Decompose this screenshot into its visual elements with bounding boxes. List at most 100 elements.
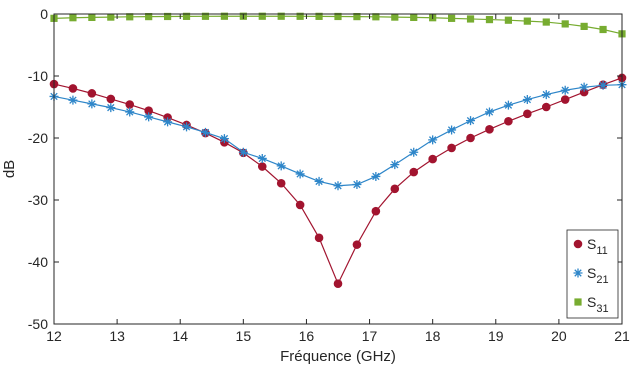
data-point-s11	[125, 100, 135, 109]
data-point-s11	[485, 125, 494, 134]
y-axis-title: dB	[1, 160, 18, 178]
data-point-s21	[541, 90, 551, 100]
x-tick-label: 14	[172, 328, 188, 344]
data-point-s21	[314, 176, 324, 186]
data-point-s21	[484, 107, 494, 117]
data-point-s11	[541, 102, 551, 112]
x-tick-label: 15	[236, 328, 252, 344]
data-point-s11	[390, 184, 400, 194]
data-point-s21	[409, 147, 419, 157]
data-point-s31	[485, 15, 494, 24]
y-tick-label: -50	[28, 316, 48, 332]
data-point-s31	[182, 12, 191, 20]
x-tick-label: 17	[362, 328, 378, 344]
data-point-s31	[126, 13, 134, 21]
data-point-s21	[200, 127, 210, 137]
data-point-s31	[448, 14, 456, 22]
y-tick-label: -30	[28, 192, 48, 208]
data-point-s11	[68, 84, 78, 93]
data-point-s31	[164, 12, 172, 21]
y-tick-label: -10	[28, 68, 48, 84]
data-point-s21	[598, 80, 608, 90]
data-point-s21	[522, 95, 532, 105]
data-point-s21	[276, 161, 286, 171]
data-point-s31	[296, 12, 304, 20]
data-point-s31	[145, 13, 153, 21]
data-point-s11	[257, 162, 267, 171]
data-point-s11	[560, 95, 570, 104]
data-point-s21	[219, 134, 229, 144]
x-tick-label: 13	[109, 328, 125, 344]
data-point-s31	[201, 12, 210, 20]
data-point-s31	[580, 22, 588, 30]
data-point-s31	[88, 13, 96, 22]
data-point-s11	[314, 233, 324, 243]
data-point-s21	[352, 180, 362, 189]
x-tick-label: 19	[488, 328, 504, 344]
data-point-s21	[87, 99, 97, 109]
legend-marker-s11	[573, 239, 583, 249]
x-tick-label: 18	[425, 328, 441, 344]
data-point-s21	[447, 125, 457, 135]
data-point-s31	[334, 12, 342, 21]
data-point-s31	[220, 12, 228, 20]
data-point-s11	[428, 154, 437, 164]
x-tick-label: 16	[299, 328, 315, 344]
data-point-s21	[466, 116, 476, 126]
data-point-s31	[504, 16, 512, 24]
plot-area	[54, 14, 622, 324]
data-point-s21	[125, 107, 135, 117]
data-point-s31	[599, 25, 607, 34]
data-point-s31	[258, 12, 266, 20]
data-point-s31	[69, 14, 77, 22]
legend-entry-s21: S21	[587, 265, 609, 286]
data-point-s11	[523, 109, 532, 119]
data-point-s31	[391, 13, 399, 21]
x-tick-label: 21	[614, 328, 630, 344]
data-point-s31	[542, 18, 550, 26]
data-point-s21	[106, 103, 116, 113]
data-point-s21	[68, 95, 78, 105]
data-point-s11	[504, 116, 513, 126]
data-point-s31	[107, 13, 115, 21]
data-point-s11	[371, 206, 381, 216]
data-point-s11	[409, 167, 419, 177]
data-point-s21	[163, 117, 173, 127]
data-point-s11	[295, 200, 305, 210]
data-point-s21	[503, 100, 513, 110]
data-point-s31	[315, 12, 323, 20]
data-point-s31	[372, 13, 380, 21]
data-point-s11	[333, 279, 343, 289]
axes-layer: 12 13 14 15 16 17 18 19 20 21 0 -10 -20 -30 -40 -50	[28, 6, 630, 344]
data-point-s21	[390, 160, 400, 170]
data-point-s31	[353, 13, 361, 21]
data-point-s21	[428, 135, 438, 145]
data-point-s21	[560, 85, 570, 95]
y-tick-label: -20	[28, 130, 48, 146]
data-point-s21	[257, 153, 267, 163]
legend: S11 S21 S31	[566, 229, 619, 319]
data-point-s31	[277, 12, 285, 20]
data-point-s11	[87, 89, 97, 98]
legend-marker-s21	[573, 268, 583, 278]
y-tick-label: -40	[28, 254, 48, 270]
data-point-s11	[466, 133, 475, 143]
data-point-s11	[106, 94, 116, 104]
data-point-s21	[238, 147, 248, 157]
data-point-s21	[144, 112, 154, 122]
data-point-s31	[523, 17, 531, 25]
y-tick-label: 0	[40, 6, 48, 22]
data-point-s31	[466, 15, 475, 23]
data-point-s21	[579, 82, 589, 92]
data-point-s21	[371, 171, 381, 181]
data-point-s11	[352, 240, 362, 249]
data-point-s11	[447, 143, 456, 153]
legend-marker-s31	[574, 298, 582, 306]
legend-entry-s11: S11	[587, 236, 608, 257]
data-point-s31	[561, 20, 569, 28]
data-point-s21	[333, 181, 343, 191]
data-point-s11	[144, 106, 153, 116]
x-axis-title: Fréquence (GHz)	[280, 348, 396, 365]
data-point-s31	[410, 13, 418, 22]
